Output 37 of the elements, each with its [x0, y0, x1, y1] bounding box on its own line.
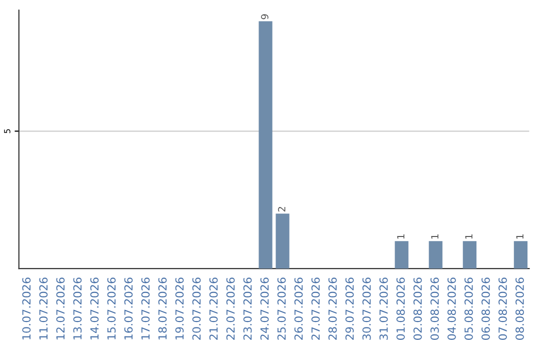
x-tick-label: 22.07.2026 — [226, 278, 235, 340]
data-label: 1 — [516, 234, 524, 239]
data-label: 2 — [278, 207, 286, 212]
x-tick-label: 11.07.2026 — [39, 278, 48, 340]
x-tick-label: 24.07.2026 — [260, 278, 269, 340]
x-tick-label: 26.07.2026 — [294, 278, 303, 340]
x-tick-label: 18.07.2026 — [158, 278, 167, 340]
x-tick-label: 25.07.2026 — [277, 278, 286, 340]
y-tick-label: 5 — [4, 129, 10, 134]
x-tick-label: 29.07.2026 — [345, 278, 354, 340]
x-tick-label: 04.08.2026 — [447, 278, 456, 340]
data-label: 9 — [261, 14, 268, 20]
x-tick-label: 13.07.2026 — [73, 278, 82, 340]
x-tick-label: 30.07.2026 — [362, 278, 371, 340]
x-tick-label: 20.07.2026 — [192, 278, 201, 340]
x-tick-label: 06.08.2026 — [481, 278, 490, 340]
x-tick-label: 27.07.2026 — [311, 278, 320, 340]
x-tick-label: 01.08.2026 — [396, 278, 405, 340]
x-tick-label: 02.08.2026 — [413, 278, 422, 340]
x-tick-label: 16.07.2026 — [124, 278, 133, 340]
x-tick-label: 19.07.2026 — [175, 278, 184, 340]
data-label: 1 — [397, 234, 404, 239]
x-tick-label: 31.07.2026 — [379, 278, 388, 340]
x-tick-label: 10.07.2026 — [22, 278, 31, 340]
x-tick-label: 14.07.2026 — [90, 278, 99, 340]
x-tick-label: 03.08.2026 — [430, 278, 439, 340]
x-tick-label: 15.07.2026 — [107, 278, 116, 340]
x-tick-label: 21.07.2026 — [209, 278, 218, 340]
x-tick-label: 07.08.2026 — [498, 278, 507, 340]
x-tick-label: 05.08.2026 — [464, 278, 473, 340]
x-tick-label: 12.07.2026 — [56, 278, 65, 340]
data-label: 1 — [465, 234, 472, 239]
x-tick-label: 23.07.2026 — [243, 278, 252, 340]
x-tick-label: 28.07.2026 — [328, 278, 337, 340]
x-tick-label: 17.07.2026 — [141, 278, 150, 340]
data-label: 1 — [431, 234, 438, 239]
x-tick-label: 08.08.2026 — [516, 278, 524, 340]
